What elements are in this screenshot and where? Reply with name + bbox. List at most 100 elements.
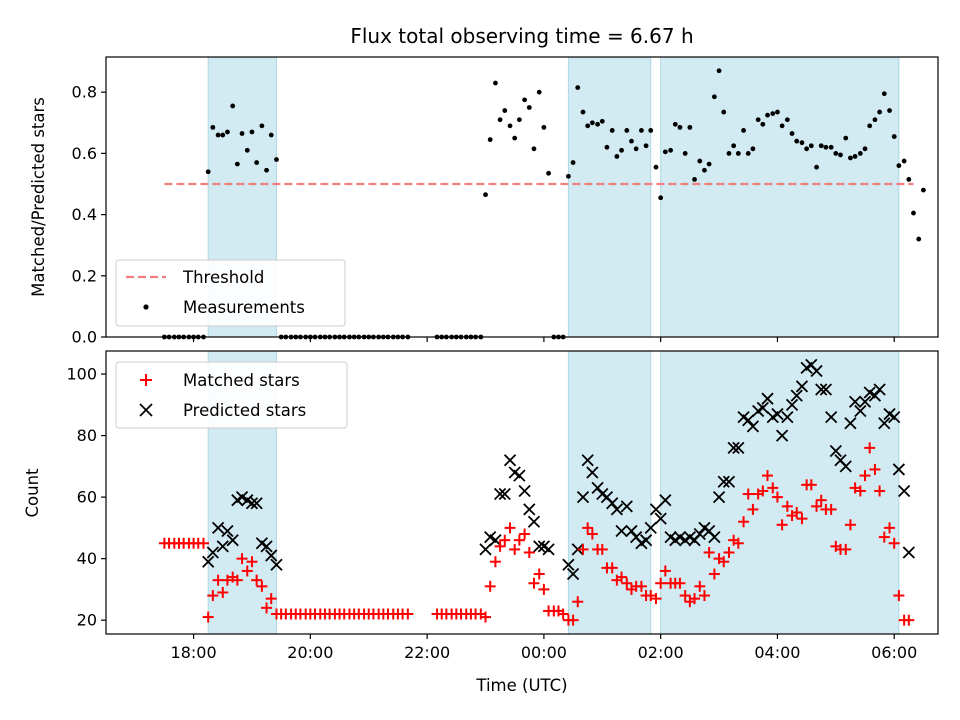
predicted-star-point <box>844 417 857 430</box>
measurement-point <box>896 163 902 169</box>
bottom-legend: Matched stars Predicted stars <box>115 361 348 429</box>
measurement-point <box>765 112 770 118</box>
predicted-star-point <box>693 527 706 541</box>
measurement-point <box>857 150 863 156</box>
measurement-point <box>838 152 843 158</box>
measurement-point <box>589 120 595 126</box>
matched-star-point <box>747 503 759 515</box>
predicted-star-point <box>810 364 823 378</box>
bottom-y-axis-label: Count <box>23 468 42 518</box>
matched-star-point <box>246 556 258 568</box>
predicted-star-point <box>615 524 628 538</box>
matched-star-point <box>212 574 224 586</box>
measurement-point <box>604 144 610 150</box>
measurement-point <box>843 135 849 141</box>
matched-star-point <box>494 540 506 552</box>
matched-star-point <box>888 537 900 549</box>
matched-star-point <box>655 577 667 589</box>
x-tick-label: 06:00 <box>871 643 917 662</box>
matched-star-point <box>596 543 608 555</box>
measurement-point <box>264 167 269 173</box>
matched-star-point <box>703 546 715 558</box>
predicted-star-point <box>795 380 809 393</box>
predicted-star-point <box>533 540 546 553</box>
matched-star-point <box>261 602 273 614</box>
predicted-star-point <box>854 404 867 418</box>
y-tick-label: 0.4 <box>72 205 97 224</box>
top-x-ticks <box>192 337 895 342</box>
x-axis-label: Time (UTC) <box>475 676 567 695</box>
measurement-point <box>823 144 829 150</box>
measurement-point <box>658 195 664 201</box>
measurement-point <box>230 103 236 109</box>
measurement-point <box>497 117 503 123</box>
predicted-star-point <box>717 475 730 488</box>
measurement-point <box>721 109 727 115</box>
matched-star-point <box>718 556 730 568</box>
matched-star-point <box>489 556 501 568</box>
predicted-star-point <box>825 410 838 424</box>
matched-star-point <box>538 583 550 595</box>
matched-star-points <box>158 442 915 626</box>
predicted-star-point <box>270 558 283 571</box>
predicted-star-point <box>489 534 502 547</box>
matched-star-point <box>621 577 633 589</box>
predicted-star-point <box>781 410 794 424</box>
matched-star-point <box>528 577 540 589</box>
measurement-point <box>692 177 697 182</box>
measurement-point <box>760 121 766 127</box>
predicted-star-point <box>493 487 507 501</box>
predicted-star-point <box>265 549 278 562</box>
matched-star-point <box>198 537 210 549</box>
measurement-point <box>741 128 746 133</box>
predicted-star-point <box>581 454 594 467</box>
y-tick-label: 60 <box>77 488 97 507</box>
legend-measurements-label: Measurements <box>183 298 305 317</box>
measurement-point <box>653 164 659 170</box>
y-tick-label: 80 <box>77 426 97 445</box>
matched-star-point <box>732 537 744 549</box>
matched-star-point <box>484 580 496 592</box>
measurement-point <box>916 236 922 242</box>
matched-star-point <box>577 543 589 555</box>
predicted-star-point <box>815 383 828 396</box>
measurement-point <box>648 128 654 133</box>
measurement-point <box>220 132 226 138</box>
measurement-point <box>585 123 591 129</box>
predicted-star-point <box>868 389 882 402</box>
top-panel: 0.00.20.40.60.8 Matched/Predicted stars … <box>29 56 939 347</box>
predicted-star-point <box>897 484 911 498</box>
matched-star-point <box>251 574 263 586</box>
bottom-axes-frame <box>105 350 939 635</box>
matched-star-point <box>572 596 584 608</box>
predicted-star-point <box>819 383 833 396</box>
matched-star-point <box>674 577 686 589</box>
measurement-point <box>580 109 586 115</box>
matched-star-point <box>762 470 774 482</box>
predicted-star-point <box>620 500 633 513</box>
matched-star-point <box>903 614 915 626</box>
predicted-star-point <box>649 503 663 516</box>
legend-matched-label: Matched stars <box>183 371 300 390</box>
measurement-point <box>804 146 810 152</box>
predicted-star-point <box>785 398 799 411</box>
predicted-star-point <box>771 407 784 421</box>
measurement-point <box>848 155 853 161</box>
matched-star-point <box>513 534 525 546</box>
predicted-star-point <box>206 546 219 559</box>
predicted-star-point <box>639 534 653 547</box>
bottom-legend-box <box>115 361 348 429</box>
predicted-star-point <box>202 555 215 568</box>
predicted-star-point <box>761 392 774 405</box>
bottom-x-ticks: 18:00 20:00 22:00 00:00 02:00 04:00 06:00 <box>171 634 917 662</box>
x-tick-label: 20:00 <box>287 643 333 662</box>
matched-star-point <box>840 543 852 555</box>
top-shaded-intervals <box>207 56 900 338</box>
matched-star-point <box>771 491 783 503</box>
predicted-star-point <box>888 410 901 424</box>
measurement-point <box>531 146 537 152</box>
measurement-point <box>770 111 776 117</box>
matched-star-point <box>231 574 243 586</box>
predicted-star-point <box>829 444 842 458</box>
